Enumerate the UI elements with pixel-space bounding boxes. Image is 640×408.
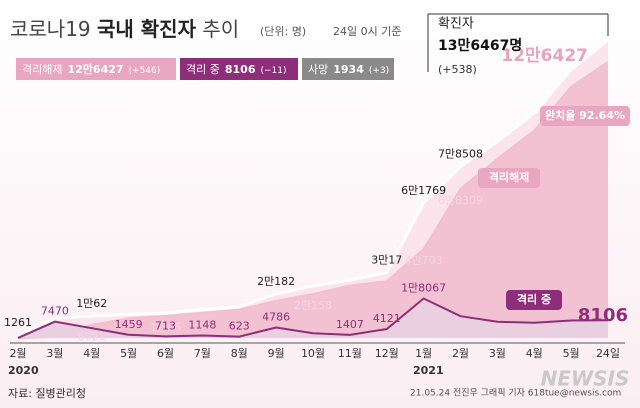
source: 자료: 질병관리청: [8, 387, 86, 400]
x-tick-label: 9월: [268, 347, 285, 360]
isolated-tag: 격리 중: [517, 292, 551, 306]
data-label: 8106: [578, 305, 628, 326]
data-label: 6만1769: [401, 184, 446, 197]
legend-entry: 사망 1934 (+3): [308, 63, 389, 76]
x-tick-label: 1월: [415, 347, 432, 360]
x-tick-label: 12월: [375, 347, 399, 360]
data-label: 2만182: [257, 275, 295, 288]
confirmed-change: (+538): [438, 63, 477, 76]
legend: 격리해제 12만6427 (+546) 격리 중 8106 (−11) 사망 1934 (+3): [16, 58, 394, 80]
year-label: 2020: [8, 364, 39, 377]
tag-box: [478, 168, 540, 188]
legend-change: (−11): [260, 66, 286, 76]
date-note: 24일 0시 기준: [333, 24, 401, 38]
legend-change: (+546): [129, 66, 161, 76]
x-tick-label: 5월: [120, 347, 137, 360]
legend-name: 격리 중: [186, 63, 220, 76]
x-tick-label: 4월: [526, 347, 543, 360]
legend-box: [180, 58, 298, 80]
legend-name: 격리해제: [22, 62, 62, 76]
x-tick-label: 8월: [231, 347, 248, 360]
data-label: 4786: [262, 311, 290, 324]
confirmed-total: 13만6467명: [438, 37, 522, 54]
x-tick-label: 3월: [46, 347, 63, 360]
x-tick-label: 2월: [9, 347, 26, 360]
x-tick-label: 6월: [157, 347, 174, 360]
data-label: 3만17: [371, 253, 402, 266]
data-label: 7470: [41, 305, 69, 318]
data-label: 1407: [336, 318, 364, 331]
legend-box: [16, 58, 176, 80]
legend-total: 12만6427: [67, 62, 123, 76]
logo: NEWSIS: [541, 367, 630, 391]
tag-box: [540, 106, 630, 126]
x-tick-label: 3월: [489, 347, 506, 360]
data-label: 1만8067: [401, 282, 446, 295]
legend-total: 1934: [333, 63, 364, 76]
legend-name: 사망: [308, 63, 328, 76]
legend-box: [302, 58, 394, 80]
x-tick-label: 7월: [194, 347, 211, 360]
series-line: [17, 38, 609, 337]
x-tick-label: 5월: [563, 347, 580, 360]
data-label: 2만158: [294, 299, 332, 312]
data-label: 4121: [373, 312, 401, 325]
data-label: 1459: [115, 318, 143, 331]
legend-entry: 격리해제 12만6427 (+546): [22, 62, 160, 76]
series-line: [17, 61, 609, 339]
x-tick-label: 10월: [301, 347, 325, 360]
series-line: [17, 297, 609, 339]
title-part: 코로나19: [10, 17, 91, 41]
data-label: 1148: [188, 318, 216, 331]
tag-box: [506, 290, 562, 310]
series-area: [18, 61, 608, 339]
data-label: 713: [155, 319, 176, 332]
confirmed-label: 확진자: [438, 17, 474, 32]
title-part: 국내 확진자: [97, 17, 197, 41]
x-tick-label: 24일: [596, 346, 620, 360]
year-label: 2021: [413, 364, 444, 377]
x-tick-label: 11월: [338, 347, 362, 360]
x-tick-label: 4월: [83, 347, 100, 360]
data-label: 6만8309: [438, 194, 483, 207]
data-label: 4만703: [405, 254, 443, 267]
data-label: 7만8508: [438, 148, 483, 161]
legend-total: 8106: [225, 63, 256, 76]
legend-entry: 격리 중 8106 (−11): [186, 63, 287, 76]
series-area: [18, 298, 608, 338]
data-label: 1만66: [150, 321, 181, 334]
data-label: 1261: [4, 316, 32, 329]
title-part: 추이: [202, 17, 239, 41]
chart-title: 코로나19 국내 확진자 추이: [10, 17, 239, 41]
x-tick-label: 2월: [452, 347, 469, 360]
released-tag: 격리해제: [489, 170, 529, 184]
data-label: 1만62: [76, 297, 107, 310]
recovery-rate: 완치율 92.64%: [545, 108, 625, 122]
data-label: 12만6427: [501, 46, 588, 66]
data-label: 6021: [78, 330, 106, 343]
plot: 1261 1만62 2만182 3만17 6만1769 7만8508 6021 1만66 2만1…: [4, 38, 628, 343]
unit-note: (단위: 명): [260, 25, 306, 38]
data-label: 623: [229, 320, 250, 333]
legend-change: (+3): [369, 66, 389, 76]
credit: 21.05.24 전진우 그래픽 기자 618tue@newsis.com: [410, 388, 621, 399]
